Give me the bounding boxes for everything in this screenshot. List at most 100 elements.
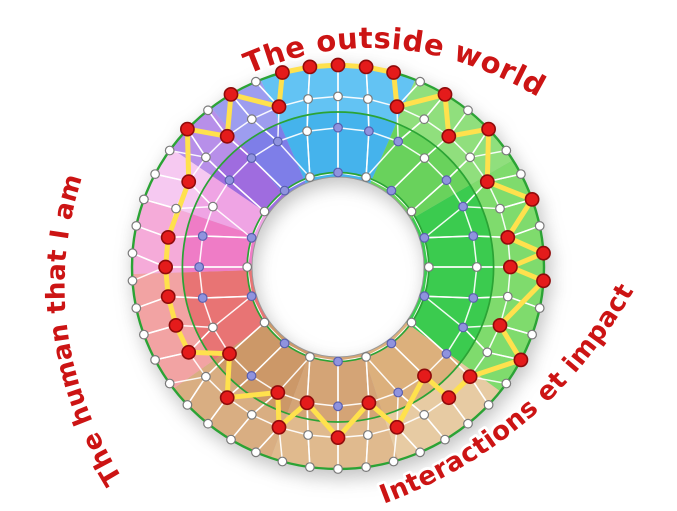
- graph-node[interactable]: [246, 232, 257, 243]
- graph-node[interactable]: [246, 114, 257, 125]
- graph-node[interactable]: [272, 136, 283, 147]
- selected-node[interactable]: [417, 368, 432, 384]
- graph-node[interactable]: [250, 76, 261, 87]
- selected-node[interactable]: [500, 229, 516, 245]
- graph-node[interactable]: [465, 152, 476, 163]
- graph-node[interactable]: [502, 291, 513, 302]
- graph-node[interactable]: [305, 172, 315, 183]
- graph-node[interactable]: [441, 175, 452, 186]
- graph-node[interactable]: [419, 232, 430, 243]
- graph-node[interactable]: [423, 262, 434, 272]
- selected-node[interactable]: [441, 128, 457, 144]
- graph-node[interactable]: [171, 203, 181, 214]
- selected-node[interactable]: [492, 317, 508, 333]
- graph-node[interactable]: [364, 126, 374, 137]
- graph-node[interactable]: [250, 447, 261, 458]
- selected-node[interactable]: [513, 352, 529, 368]
- selected-node[interactable]: [479, 174, 495, 190]
- graph-node[interactable]: [197, 293, 208, 303]
- sector-periwinkle-inner[interactable]: [242, 123, 306, 197]
- graph-node[interactable]: [501, 145, 512, 156]
- graph-node[interactable]: [302, 126, 313, 137]
- graph-node[interactable]: [393, 387, 404, 398]
- graph-node[interactable]: [226, 434, 236, 445]
- selected-node[interactable]: [223, 87, 239, 102]
- selected-node[interactable]: [299, 395, 315, 411]
- graph-node[interactable]: [246, 371, 257, 381]
- graph-node[interactable]: [386, 338, 397, 349]
- selected-node[interactable]: [358, 59, 374, 75]
- graph-node[interactable]: [406, 206, 417, 217]
- graph-node[interactable]: [246, 153, 257, 164]
- selected-node[interactable]: [181, 174, 197, 190]
- graph-node[interactable]: [419, 153, 430, 164]
- graph-node[interactable]: [279, 185, 290, 196]
- graph-node[interactable]: [406, 317, 417, 328]
- graph-node[interactable]: [127, 248, 138, 259]
- selected-node[interactable]: [361, 395, 377, 411]
- graph-node[interactable]: [458, 201, 469, 212]
- graph-node[interactable]: [182, 400, 193, 410]
- selected-node[interactable]: [219, 390, 235, 406]
- graph-node[interactable]: [463, 105, 473, 116]
- graph-node[interactable]: [131, 303, 142, 314]
- graph-node[interactable]: [333, 464, 343, 474]
- graph-node[interactable]: [246, 409, 257, 420]
- graph-node[interactable]: [303, 94, 314, 104]
- selected-node[interactable]: [389, 419, 405, 435]
- graph-node[interactable]: [419, 114, 430, 125]
- graph-node[interactable]: [224, 175, 235, 186]
- graph-node[interactable]: [495, 203, 505, 214]
- selected-node[interactable]: [441, 390, 457, 406]
- selected-node[interactable]: [437, 87, 453, 102]
- graph-node[interactable]: [363, 430, 373, 440]
- selected-node[interactable]: [160, 289, 176, 304]
- graph-node[interactable]: [303, 430, 314, 440]
- graph-node[interactable]: [361, 462, 372, 473]
- graph-node[interactable]: [305, 352, 315, 362]
- selected-node[interactable]: [462, 369, 478, 385]
- graph-node[interactable]: [333, 167, 343, 178]
- graph-node[interactable]: [164, 145, 175, 156]
- selected-node[interactable]: [270, 385, 286, 400]
- graph-node[interactable]: [200, 371, 211, 382]
- graph-node[interactable]: [483, 400, 494, 410]
- graph-node[interactable]: [386, 185, 397, 196]
- graph-node[interactable]: [534, 220, 545, 231]
- graph-node[interactable]: [361, 352, 372, 362]
- sector-dark-tan-outer[interactable]: [173, 360, 288, 458]
- graph-node[interactable]: [131, 220, 142, 231]
- selected-node[interactable]: [302, 59, 318, 75]
- graph-node[interactable]: [305, 462, 315, 473]
- graph-node[interactable]: [419, 409, 430, 420]
- sector-pink-inner[interactable]: [182, 214, 258, 273]
- graph-node[interactable]: [361, 172, 372, 183]
- graph-node[interactable]: [527, 329, 537, 340]
- selected-node[interactable]: [274, 65, 290, 80]
- graph-node[interactable]: [207, 201, 218, 212]
- sector-light-tan-outer[interactable]: [383, 362, 501, 461]
- graph-node[interactable]: [363, 94, 373, 104]
- graph-node[interactable]: [468, 293, 479, 303]
- selected-node[interactable]: [160, 229, 176, 245]
- graph-node[interactable]: [246, 291, 257, 302]
- graph-node[interactable]: [333, 401, 343, 412]
- graph-node[interactable]: [501, 378, 512, 389]
- selected-node[interactable]: [181, 344, 197, 360]
- selected-node[interactable]: [389, 99, 405, 115]
- selected-node[interactable]: [330, 57, 346, 73]
- sector-salmon-inner[interactable]: [182, 270, 270, 361]
- selected-node[interactable]: [168, 317, 184, 333]
- graph-node[interactable]: [441, 348, 452, 359]
- selected-node[interactable]: [219, 128, 235, 144]
- selected-node[interactable]: [271, 99, 287, 115]
- graph-node[interactable]: [242, 262, 253, 272]
- graph-node[interactable]: [534, 303, 545, 314]
- graph-node[interactable]: [458, 322, 469, 333]
- graph-node[interactable]: [194, 262, 205, 272]
- graph-node[interactable]: [200, 152, 211, 163]
- selected-node[interactable]: [536, 273, 551, 289]
- graph-node[interactable]: [463, 418, 473, 429]
- graph-node[interactable]: [164, 378, 175, 389]
- graph-node[interactable]: [127, 275, 138, 286]
